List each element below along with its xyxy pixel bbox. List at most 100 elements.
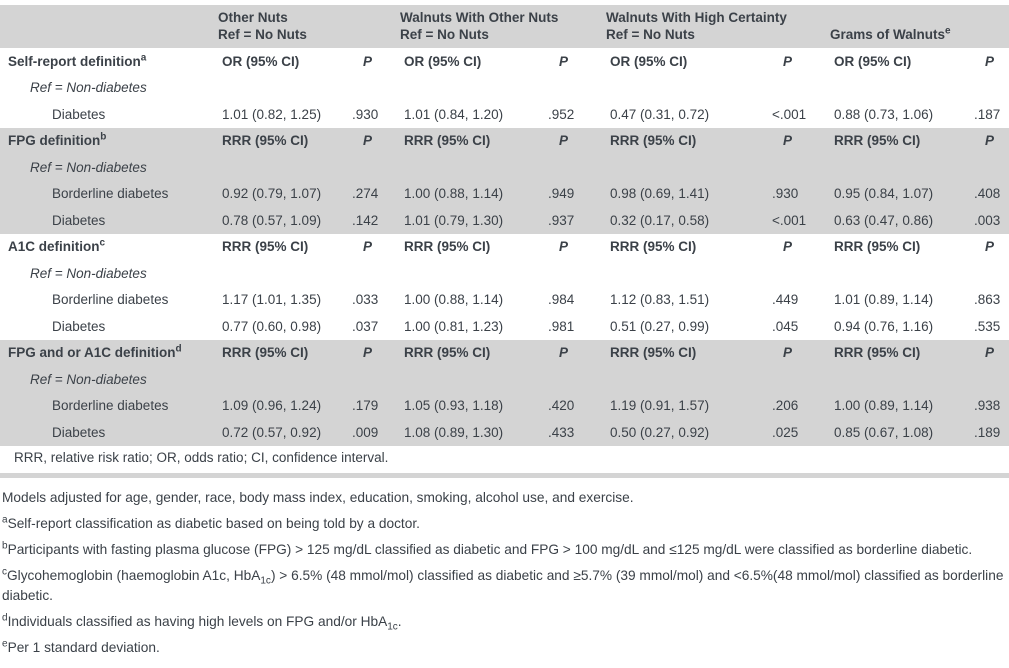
footnote-marker: d xyxy=(2,611,8,623)
p-value-cell: .930 xyxy=(352,106,379,122)
footnote-text: Glycohemoglobin (haemoglobin A1c, HbA xyxy=(7,567,261,583)
estimate-cell: 0.47 (0.31, 0.72) xyxy=(610,106,710,122)
empty-cell xyxy=(350,366,401,393)
estimate-cell: 1.00 (0.88, 1.14) xyxy=(404,292,504,308)
p-header: P xyxy=(985,239,995,255)
footnote: ePer 1 standard deviation. xyxy=(2,638,1007,658)
section-name: A1C definitionc xyxy=(0,234,218,261)
p-value-cell: <.001 xyxy=(772,106,807,122)
table-row: Diabetes 0.72 (0.57, 0.92) .009 1.08 (0.89,… xyxy=(0,419,1009,446)
footnotes-block: Models adjusted for age, gender, race, b… xyxy=(0,478,1009,658)
col-group-subtitle: Ref = No Nuts xyxy=(218,27,307,43)
estimate-cell: 1.08 (0.89, 1.30) xyxy=(400,419,547,446)
empty-cell xyxy=(546,366,607,393)
col-group-title: Grams of Walnutse xyxy=(830,26,1009,44)
p-value-cell: .952 xyxy=(548,106,575,122)
footnote-text: Per 1 standard deviation. xyxy=(7,639,160,655)
p-value-cell: .033 xyxy=(352,292,379,308)
measure-header: OR (95% CI) xyxy=(222,53,300,69)
row-label: Diabetes xyxy=(52,106,106,122)
estimate-cell: 1.01 (0.84, 1.20) xyxy=(404,106,504,122)
reference-row: Ref = Non-diabetes xyxy=(0,154,1009,181)
reference-row: Ref = Non-diabetes xyxy=(0,75,1009,102)
estimate-cell: 1.12 (0.83, 1.51) xyxy=(610,292,710,308)
footnote-marker: d xyxy=(175,343,182,355)
empty-header-cell xyxy=(0,5,218,48)
p-header: P xyxy=(363,53,373,69)
section-name-text: FPG definition xyxy=(8,133,101,149)
empty-cell xyxy=(400,260,546,287)
estimate-cell: 0.77 (0.60, 0.98) xyxy=(222,318,322,334)
empty-cell xyxy=(606,154,771,181)
measure-header: RRR (95% CI) xyxy=(400,127,547,154)
section-name: FPG definitionb xyxy=(0,127,218,154)
estimate-cell: 0.32 (0.17, 0.58) xyxy=(606,207,771,234)
estimate-cell: 0.98 (0.69, 1.41) xyxy=(606,180,771,207)
estimate-cell: 0.94 (0.76, 1.16) xyxy=(834,318,934,334)
reference-label: Ref = Non-diabetes xyxy=(0,366,218,393)
p-value-cell: .179 xyxy=(350,392,401,419)
p-value-cell: .938 xyxy=(972,392,1009,419)
empty-cell xyxy=(350,154,401,181)
p-value-cell: .949 xyxy=(546,180,607,207)
measure-header: OR (95% CI) xyxy=(610,53,688,69)
p-value-cell: <.001 xyxy=(770,207,831,234)
p-header: P xyxy=(350,127,401,154)
col-group-grams-of-walnuts: Grams of Walnutse xyxy=(830,5,1009,48)
empty-cell xyxy=(770,75,830,102)
col-group-walnuts-high-certainty: Walnuts With High Certainty Ref = No Nut… xyxy=(606,5,831,48)
table-bottom-divider xyxy=(0,472,1009,478)
row-label: Diabetes xyxy=(0,419,218,446)
p-header: P xyxy=(972,127,1009,154)
measure-header: RRR (95% CI) xyxy=(830,339,973,366)
empty-cell xyxy=(972,154,1009,181)
row-label: Borderline diabetes xyxy=(52,292,169,308)
empty-cell xyxy=(218,366,350,393)
p-header: P xyxy=(783,53,793,69)
col-group-subtitle: Ref = No Nuts xyxy=(606,27,695,43)
footnote-marker: c xyxy=(99,237,106,249)
measure-header: RRR (95% CI) xyxy=(834,239,921,255)
footnote-marker: c xyxy=(2,565,7,577)
estimate-cell: 1.01 (0.79, 1.30) xyxy=(400,207,547,234)
row-label: Borderline diabetes xyxy=(0,392,218,419)
footnote-marker: b xyxy=(2,539,8,551)
measure-header: RRR (95% CI) xyxy=(218,339,350,366)
reference-label: Ref = Non-diabetes xyxy=(0,154,218,181)
p-value-cell: .025 xyxy=(770,419,831,446)
section-header-row: FPG and or A1C definitiond RRR (95% CI) P R… xyxy=(0,339,1009,366)
empty-cell xyxy=(546,154,607,181)
reference-row: Ref = Non-diabetes xyxy=(0,260,1009,287)
empty-cell xyxy=(350,75,400,102)
p-header: P xyxy=(363,239,373,255)
section-name-text: A1C definition xyxy=(8,239,100,255)
measure-header: RRR (95% CI) xyxy=(222,239,309,255)
estimate-cell: 1.00 (0.89, 1.14) xyxy=(830,392,973,419)
section-name-text: Self-report definition xyxy=(8,53,141,69)
measure-header: RRR (95% CI) xyxy=(610,239,697,255)
estimate-cell: 1.09 (0.96, 1.24) xyxy=(218,392,350,419)
p-value-cell: .003 xyxy=(972,207,1009,234)
reference-label: Ref = Non-diabetes xyxy=(30,265,147,281)
empty-cell xyxy=(400,75,546,102)
section-name: FPG and or A1C definitiond xyxy=(0,339,218,366)
estimate-cell: 1.05 (0.93, 1.18) xyxy=(400,392,547,419)
footnote-marker: e xyxy=(2,637,8,649)
section-header-row: A1C definitionc RRR (95% CI) P RRR (95% CI)… xyxy=(0,234,1009,261)
footnote-text: Models adjusted for age, gender, race, b… xyxy=(2,489,634,505)
p-value-cell: .863 xyxy=(974,292,1001,308)
p-value-cell: .420 xyxy=(546,392,607,419)
estimate-cell: 0.50 (0.27, 0.92) xyxy=(606,419,771,446)
reference-label: Ref = Non-diabetes xyxy=(30,80,147,96)
empty-cell xyxy=(400,366,547,393)
empty-cell xyxy=(972,260,1009,287)
footnote: Models adjusted for age, gender, race, b… xyxy=(2,488,1007,508)
empty-cell xyxy=(218,260,350,287)
footnote-text: ) > 6.5% (48 mmol/mol) classified as dia… xyxy=(2,567,1004,603)
estimate-cell: 0.95 (0.84, 1.07) xyxy=(830,180,973,207)
subscript-text: 1c xyxy=(387,621,398,633)
footnote: dIndividuals classified as having high l… xyxy=(2,611,1007,633)
empty-cell xyxy=(606,260,770,287)
empty-cell xyxy=(770,260,830,287)
